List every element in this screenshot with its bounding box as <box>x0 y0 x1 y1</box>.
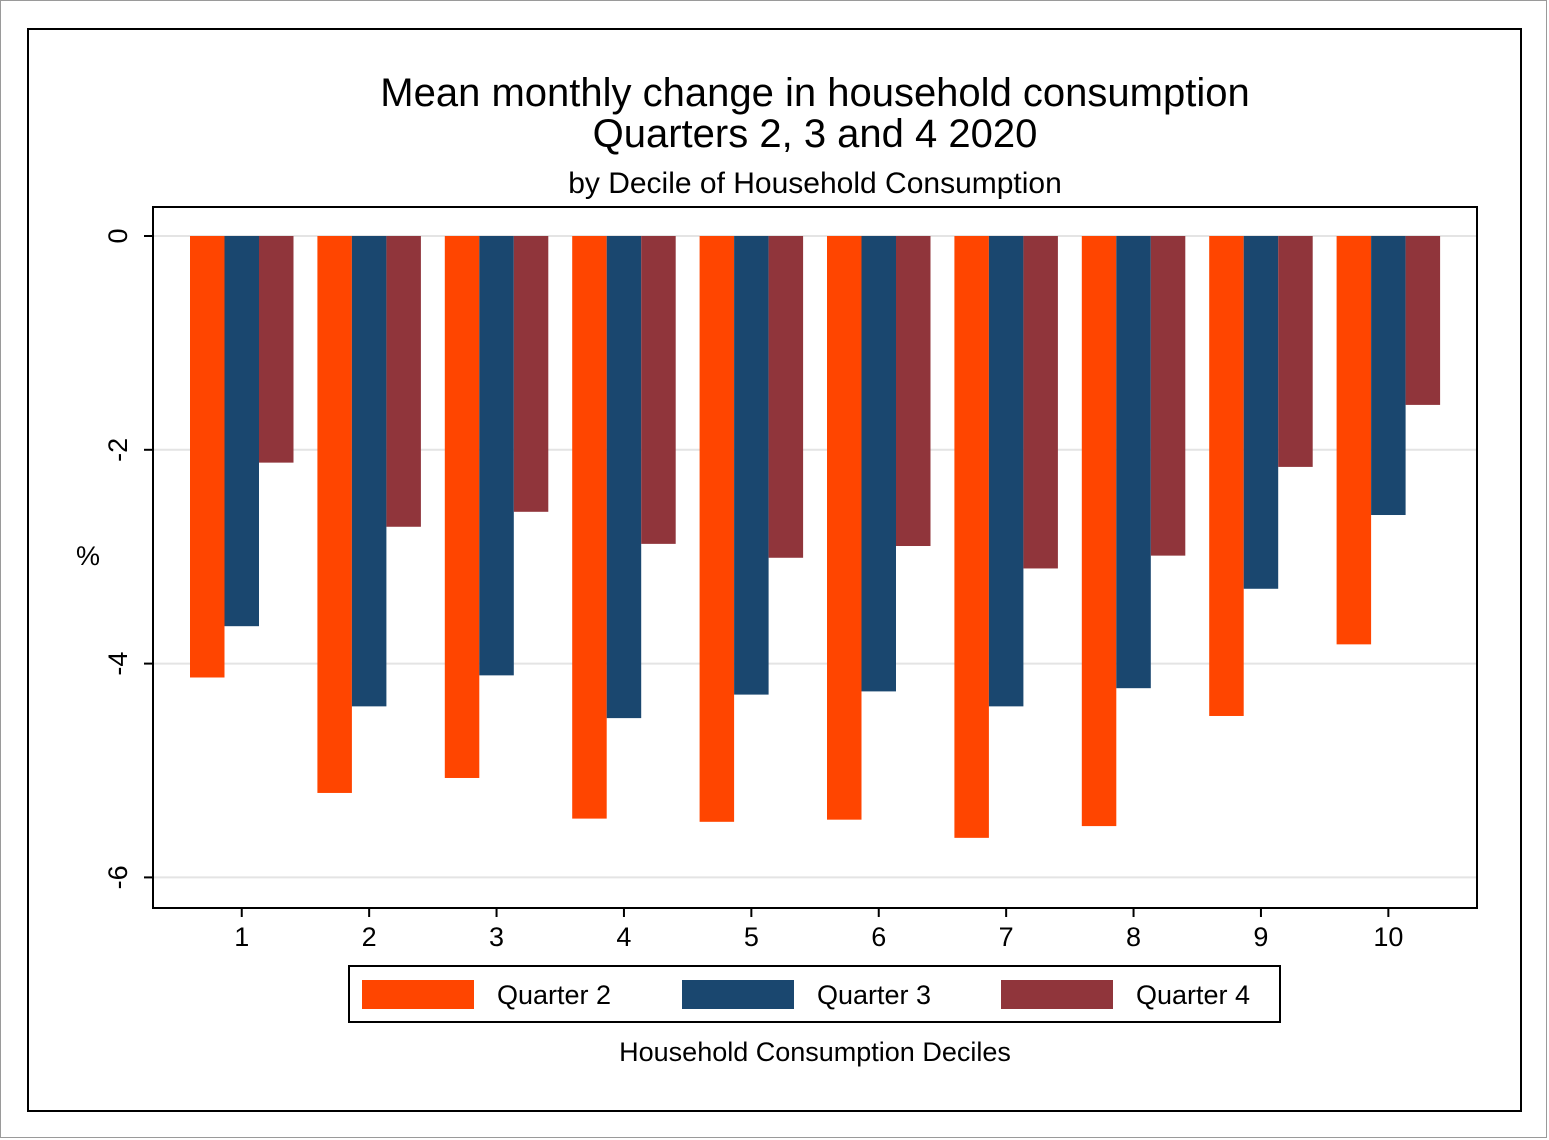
legend-label-quarter-4: Quarter 4 <box>1136 980 1250 1010</box>
legend-swatch-quarter-3 <box>682 980 794 1009</box>
y-tick-label: -6 <box>103 865 133 889</box>
x-tick-label: 2 <box>362 922 377 952</box>
bar-quarter-4-decile-3 <box>513 236 549 512</box>
y-tick-label: 0 <box>103 228 133 243</box>
bar-quarter-3-decile-10 <box>1371 236 1406 516</box>
chart-subtitle: by Decile of Household Consumption <box>568 167 1062 200</box>
y-axis-label: % <box>76 541 100 571</box>
bar-quarter-2-decile-7 <box>954 236 989 838</box>
bar-quarter-2-decile-8 <box>1081 236 1117 827</box>
bar-quarter-4-decile-9 <box>1278 236 1313 467</box>
x-tick-label: 3 <box>489 922 504 952</box>
bar-quarter-2-decile-10 <box>1336 236 1372 645</box>
bar-quarter-2-decile-9 <box>1209 236 1244 716</box>
x-tick-label: 6 <box>871 922 886 952</box>
bar-quarter-3-decile-4 <box>606 236 642 719</box>
bar-quarter-4-decile-10 <box>1405 236 1441 405</box>
bar-quarter-3-decile-3 <box>479 236 514 676</box>
x-tick-label: 10 <box>1373 922 1403 952</box>
bar-quarter-3-decile-2 <box>351 236 387 707</box>
bar-quarter-3-decile-7 <box>988 236 1024 707</box>
bar-quarter-4-decile-4 <box>641 236 676 544</box>
legend-box <box>348 965 1281 1023</box>
y-axis-ticks: 0 -2 -4 -6 <box>103 228 153 889</box>
bar-quarter-2-decile-5 <box>699 236 735 822</box>
bar-quarter-4-decile-7 <box>1023 236 1058 569</box>
legend-label-quarter-2: Quarter 2 <box>497 980 611 1010</box>
x-tick-label: 4 <box>616 922 631 952</box>
bar-quarter-3-decile-6 <box>861 236 896 692</box>
bar-quarter-3-decile-8 <box>1116 236 1151 689</box>
legend-swatch-quarter-2 <box>362 980 474 1009</box>
bar-quarter-4-decile-8 <box>1150 236 1186 556</box>
bars <box>190 236 1441 838</box>
bar-quarter-4-decile-6 <box>896 236 931 547</box>
bar-quarter-3-decile-9 <box>1243 236 1279 589</box>
x-tick-label: 7 <box>999 922 1014 952</box>
bar-quarter-3-decile-1 <box>224 236 259 627</box>
x-tick-label: 1 <box>234 922 249 952</box>
legend-label-quarter-3: Quarter 3 <box>817 980 931 1010</box>
chart-frame <box>27 28 1522 1112</box>
bar-quarter-4-decile-2 <box>386 236 421 527</box>
chart-title-line-1: Mean monthly change in household consump… <box>380 71 1249 115</box>
bar-quarter-2-decile-6 <box>827 236 862 820</box>
x-axis-ticks: 1 2 3 4 5 6 7 8 9 10 <box>234 908 1403 952</box>
bar-quarter-2-decile-4 <box>572 236 607 819</box>
x-tick-label: 8 <box>1126 922 1141 952</box>
y-tick-label: -2 <box>103 438 133 462</box>
bar-quarter-2-decile-2 <box>317 236 352 793</box>
legend-swatch-quarter-4 <box>1001 980 1113 1009</box>
bar-quarter-4-decile-1 <box>259 236 294 463</box>
x-tick-label: 5 <box>744 922 759 952</box>
bar-quarter-2-decile-1 <box>190 236 225 678</box>
chart-title-line-2: Quarters 2, 3 and 4 2020 <box>593 112 1038 156</box>
bar-quarter-2-decile-3 <box>444 236 480 778</box>
x-axis-label: Household Consumption Deciles <box>619 1037 1011 1067</box>
bar-quarter-3-decile-5 <box>734 236 769 695</box>
bar-quarter-4-decile-5 <box>768 236 804 558</box>
y-tick-label: -4 <box>103 652 133 676</box>
x-tick-label: 9 <box>1253 922 1268 952</box>
legend: Quarter 2 Quarter 3 Quarter 4 <box>348 965 1281 1023</box>
